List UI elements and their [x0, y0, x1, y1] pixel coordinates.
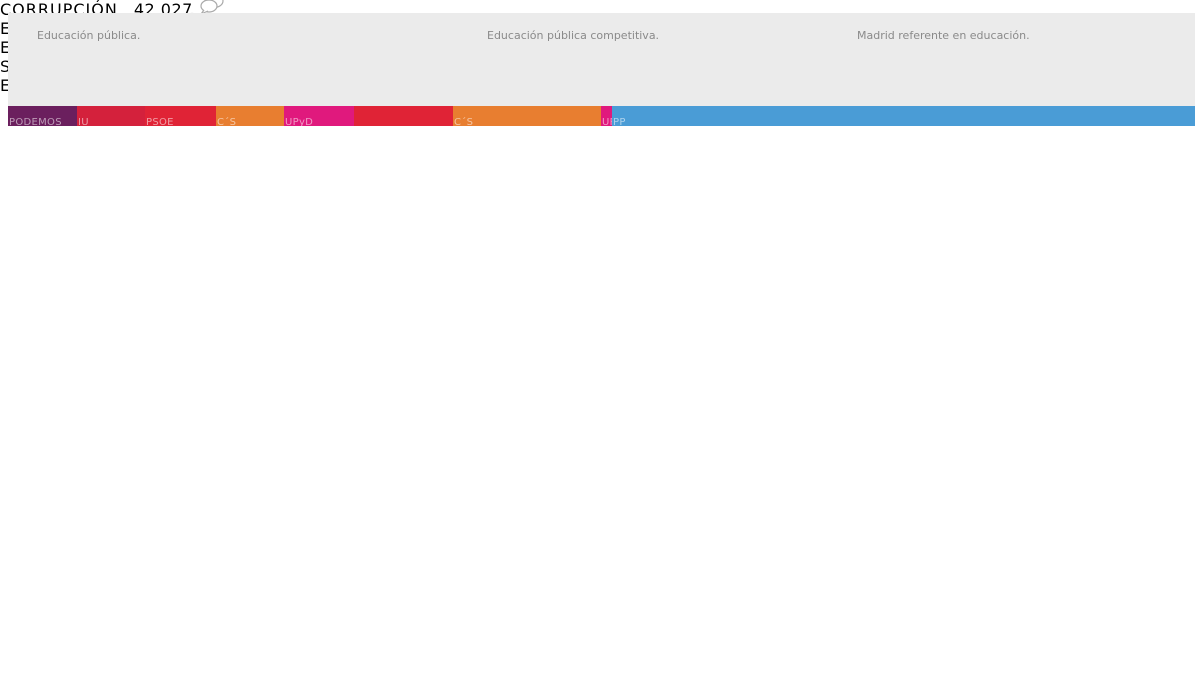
party-segment: C´S [453, 106, 601, 128]
opinion-column: Educación pública. [37, 27, 467, 51]
party-label: PSOE [146, 117, 174, 128]
party-segment: PP [612, 106, 910, 128]
party-label: UPyD [285, 117, 314, 128]
party-label: C´S [454, 117, 474, 128]
opinion-item: Educación pública competitiva. [487, 29, 660, 42]
party-label: PODEMOS [9, 117, 62, 128]
party-label: IU [78, 117, 89, 128]
opinion-item: Madrid referente en educación. [857, 29, 1030, 42]
party-segment: PSOE [145, 106, 216, 128]
party-segment: IU [77, 106, 145, 128]
party-label: C´S [217, 117, 237, 128]
opinion-item: Educación pública. [37, 29, 141, 42]
party-segment: PODEMOS [8, 106, 77, 128]
party-segment: C´S [216, 106, 284, 128]
opinion-column: Educación pública competitiva. [487, 27, 762, 51]
party-segment: UPyD [284, 106, 354, 128]
topic-section: EDUCACIÓN2.200Educación pública.Educació… [0, 13, 1200, 106]
party-bar: PODEMOS IU PSOE C´S UPyD PP [8, 106, 1195, 128]
topic-box: Educación pública. Educación pública comp… [8, 13, 1195, 106]
opinion-column: Madrid referente en educación. [857, 27, 1177, 51]
party-label: PP [613, 117, 626, 128]
